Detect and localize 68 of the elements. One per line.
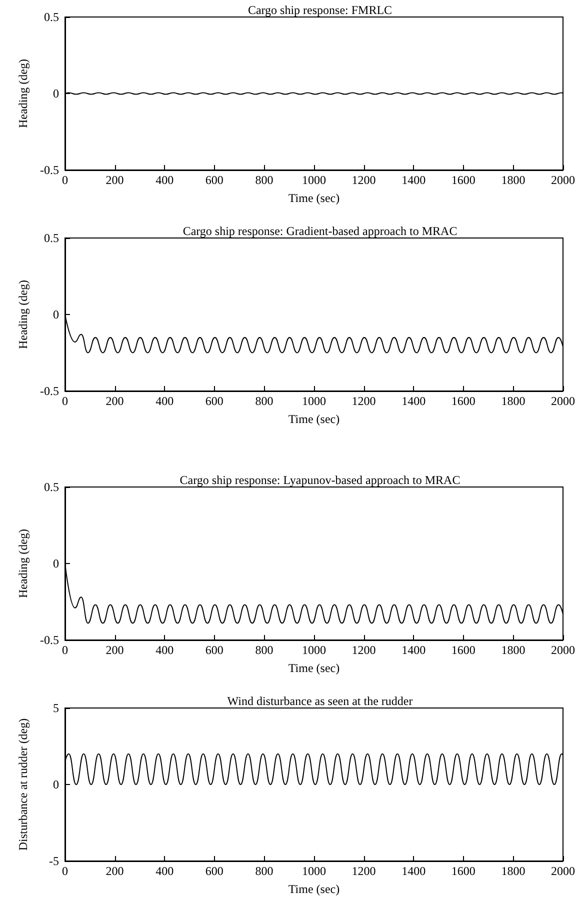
x-tick-label: 0 xyxy=(62,643,68,657)
x-tick-label: 1400 xyxy=(402,173,426,187)
y-tick-label: 0.5 xyxy=(44,231,59,245)
x-tick-label: 1400 xyxy=(402,394,426,408)
x-tick-label: 2000 xyxy=(551,864,575,878)
x-tick-label: 1600 xyxy=(451,643,476,657)
x-tick-label: 1800 xyxy=(501,864,526,878)
x-tick-label: 1000 xyxy=(302,643,326,657)
x-tick-label: 1400 xyxy=(402,643,426,657)
x-tick-label: 1200 xyxy=(352,643,376,657)
x-tick-label: 1200 xyxy=(352,864,376,878)
y-tick-label: 0 xyxy=(53,556,59,570)
x-tick-label: 800 xyxy=(255,173,274,187)
x-tick-label: 1000 xyxy=(302,864,326,878)
chart-title: Wind disturbance as seen at the rudder xyxy=(227,694,413,708)
x-tick-label: 400 xyxy=(156,394,174,408)
x-tick-label: 600 xyxy=(205,173,224,187)
y-axis-title: Heading (deg) xyxy=(16,529,30,598)
x-tick-label: 1600 xyxy=(451,394,476,408)
x-tick-label: 2000 xyxy=(551,173,575,187)
x-tick-label: 800 xyxy=(255,643,274,657)
x-tick-label: 400 xyxy=(156,864,174,878)
chart-title: Cargo ship response: FMRLC xyxy=(248,3,392,17)
y-tick-label: -0.5 xyxy=(40,633,59,647)
y-tick-label: 0.5 xyxy=(44,480,59,494)
x-tick-label: 1600 xyxy=(451,864,476,878)
x-tick-label: 1800 xyxy=(501,643,526,657)
x-tick-label: 200 xyxy=(106,864,124,878)
x-tick-label: 1000 xyxy=(302,173,326,187)
x-axis-title: Time (sec) xyxy=(288,882,340,896)
x-tick-label: 1600 xyxy=(451,173,476,187)
x-axis-title: Time (sec) xyxy=(288,412,340,426)
x-tick-label: 400 xyxy=(156,643,174,657)
x-tick-label: 2000 xyxy=(551,643,575,657)
x-tick-label: 800 xyxy=(255,864,274,878)
x-tick-label: 800 xyxy=(255,394,274,408)
x-tick-label: 0 xyxy=(62,864,68,878)
y-axis-title: Heading (deg) xyxy=(16,59,30,128)
x-tick-label: 0 xyxy=(62,394,68,408)
y-tick-label: 5 xyxy=(53,701,59,715)
x-tick-label: 1800 xyxy=(501,173,526,187)
y-tick-label: 0 xyxy=(53,778,59,792)
x-axis-title: Time (sec) xyxy=(288,661,340,675)
x-tick-label: 1200 xyxy=(352,173,376,187)
x-tick-label: 200 xyxy=(106,394,124,408)
y-axis-title: Heading (deg) xyxy=(16,280,30,349)
x-tick-label: 600 xyxy=(205,643,224,657)
y-tick-label: 0 xyxy=(53,86,59,100)
x-tick-label: 400 xyxy=(156,173,174,187)
chart-title: Cargo ship response: Lyapunov-based approach to MRAC xyxy=(180,473,460,487)
y-tick-label: -5 xyxy=(49,854,59,868)
x-tick-label: 1200 xyxy=(352,394,376,408)
x-tick-label: 1400 xyxy=(402,864,426,878)
y-tick-label: 0 xyxy=(53,308,59,322)
x-tick-label: 200 xyxy=(106,173,124,187)
y-tick-label: 0.5 xyxy=(44,10,59,24)
x-tick-label: 600 xyxy=(205,864,224,878)
chart-title: Cargo ship response: Gradient-based approach to MRAC xyxy=(182,224,458,238)
y-axis-title: Disturbance at rudder (deg) xyxy=(16,718,30,851)
x-tick-label: 0 xyxy=(62,173,68,187)
y-tick-label: -0.5 xyxy=(40,384,59,398)
y-tick-label: -0.5 xyxy=(40,163,59,177)
x-tick-label: 600 xyxy=(205,394,224,408)
x-tick-label: 1800 xyxy=(501,394,526,408)
x-axis-title: Time (sec) xyxy=(288,191,340,205)
x-tick-label: 200 xyxy=(106,643,124,657)
x-tick-label: 2000 xyxy=(551,394,575,408)
x-tick-label: 1000 xyxy=(302,394,326,408)
